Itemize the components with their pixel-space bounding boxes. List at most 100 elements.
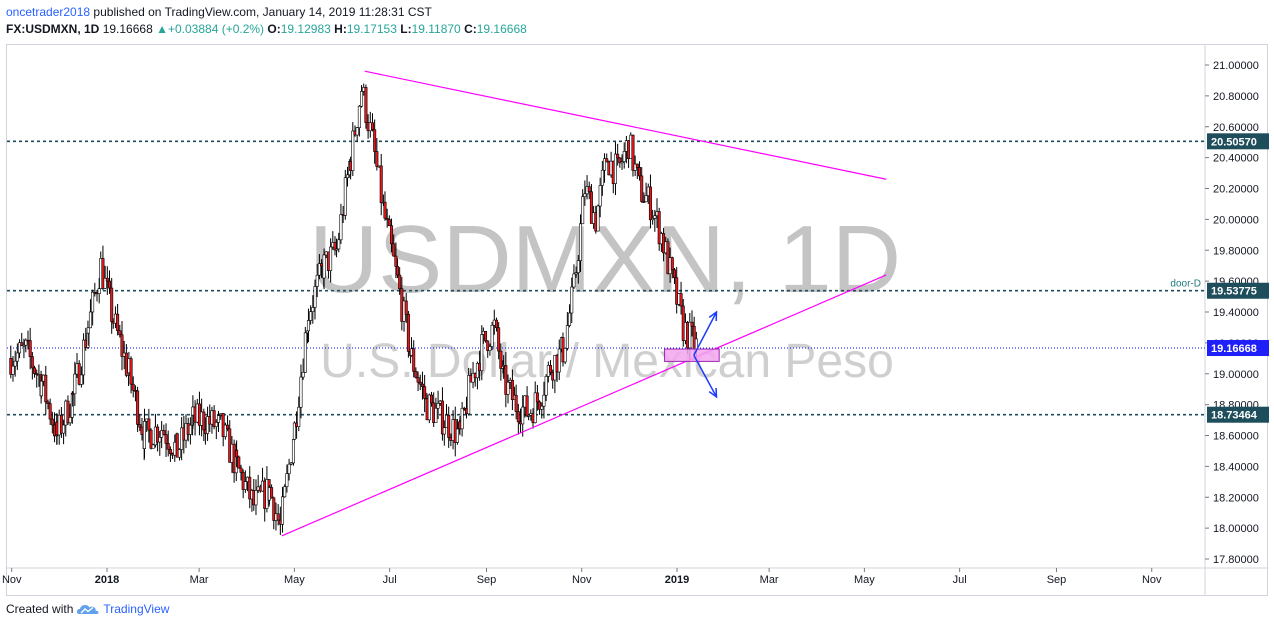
candle-body-up (301, 372, 305, 378)
published-text: published on TradingView.com, January 14… (93, 5, 432, 19)
level-price-label: 20.50570 (1211, 136, 1257, 148)
price-tick-label: 20.40000 (1213, 153, 1259, 165)
candle-body-up (299, 376, 303, 408)
candle-body-down (618, 157, 622, 164)
candle-body-up (613, 153, 617, 184)
candle-body-up (188, 424, 192, 435)
price-tick-label: 19.00000 (1213, 369, 1259, 381)
candle-body-up (436, 403, 440, 409)
candle-body-up (527, 415, 531, 417)
candle-body-down (657, 211, 661, 245)
candle-body-up (97, 288, 101, 294)
candle-body-down (648, 186, 652, 221)
price-axis[interactable]: 17.80000 18.00000 18.20000 18.40000 18.60000… (1205, 60, 1269, 566)
time-tick-label: 2018 (95, 574, 119, 586)
candle-body-down (404, 300, 408, 315)
candle-body-down (118, 330, 122, 336)
time-axis[interactable]: Nov 2018 Mar May Jul Sep Nov 2019 Mar May Jul Sep No… (2, 568, 1162, 586)
candle-body-down (77, 363, 81, 385)
grid (7, 45, 1268, 596)
candle-body-up (82, 339, 86, 376)
time-tick-label: Nov (1142, 574, 1162, 586)
price-tick-label: 18.60000 (1213, 431, 1259, 443)
created-with-text: Created with (6, 602, 74, 616)
candle-body-up (254, 490, 258, 506)
candle-body-up (521, 406, 525, 425)
candle-body-up (337, 239, 341, 250)
drawings[interactable] (281, 70, 887, 537)
candle-body-up (322, 254, 326, 279)
candle-body-up (103, 277, 107, 289)
last-price: 19.16668 (102, 22, 153, 36)
time-tick-label: Sep (1047, 574, 1067, 586)
candle-body-up (351, 130, 355, 171)
candle-body-up (557, 348, 561, 373)
candle-body-up (73, 373, 77, 395)
last-price-label: 19.16668 (1211, 343, 1257, 355)
candle-body-up (287, 463, 291, 474)
candle-body-down (138, 424, 142, 428)
chart-header: oncetrader2018 published on TradingView.… (6, 4, 527, 38)
candle-body-up (292, 422, 296, 440)
candle-body-up (313, 286, 317, 308)
level-price-label: 18.73464 (1211, 410, 1258, 422)
candle-body-down (105, 277, 109, 282)
candle-body-up (345, 174, 349, 179)
time-tick-label: 2019 (665, 574, 689, 586)
candle-body-down (28, 340, 32, 357)
candle-body-down (202, 411, 206, 431)
candle-body-up (480, 334, 484, 372)
tradingview-link[interactable]: TradingView (103, 602, 170, 616)
candle-body-down (50, 418, 54, 426)
price-tick-label: 19.40000 (1213, 307, 1259, 319)
projection-arrow[interactable] (693, 311, 718, 356)
publish-line: oncetrader2018 published on TradingView.… (6, 4, 527, 21)
candle-body-up (306, 320, 310, 332)
candle-body-up (11, 365, 15, 375)
price-tick-label: 20.20000 (1213, 184, 1259, 196)
time-tick-label: Nov (572, 574, 592, 586)
candle-body-down (394, 255, 398, 267)
price-tick-label: 17.80000 (1213, 554, 1259, 566)
symbol-label[interactable]: FX:USDMXN, 1D (6, 22, 100, 36)
price-tick-label: 20.60000 (1213, 122, 1259, 134)
candle-body-up (603, 158, 607, 171)
candle-body-down (440, 400, 444, 435)
candle-body-down (364, 87, 368, 123)
candle-body-down (248, 476, 252, 500)
candle-body-up (581, 196, 585, 225)
candle-body-up (651, 218, 655, 221)
candle-body-down (164, 434, 168, 444)
author-link[interactable]: oncetrader2018 (6, 5, 91, 19)
candle-body-up (568, 312, 572, 326)
candle-body-down (272, 497, 276, 521)
candle-body-up (86, 327, 90, 334)
candle-body-up (343, 177, 347, 216)
candle-body-down (373, 129, 377, 152)
trend-line[interactable] (281, 274, 887, 537)
time-tick-label: Jul (383, 574, 397, 586)
candle-body-up (18, 342, 22, 354)
candle-body-down (212, 410, 216, 427)
price-change: +0.03884 (+0.2%) (167, 22, 265, 36)
candle-body-down (510, 379, 514, 400)
projection-box[interactable] (664, 348, 720, 362)
candle-body-down (276, 513, 280, 521)
projection-arrow[interactable] (693, 354, 718, 398)
candle-body-down (414, 371, 418, 378)
candle-body-down (640, 175, 644, 202)
candle-body-up (281, 496, 285, 525)
trend-line[interactable] (364, 70, 887, 180)
candle-body-down (412, 348, 416, 372)
watermark-description: U.S. Dollar / Mexican Peso (320, 335, 894, 388)
candle-body-down (107, 280, 111, 289)
candle-body-up (563, 348, 567, 363)
candle-body-down (241, 472, 245, 490)
candle-body-up (289, 462, 293, 465)
candle-body-down (162, 430, 166, 435)
candle-body-down (589, 191, 593, 224)
candle-body-down (140, 426, 144, 435)
candle-body-down (504, 365, 508, 395)
tradingview-cloud-icon (77, 605, 99, 614)
